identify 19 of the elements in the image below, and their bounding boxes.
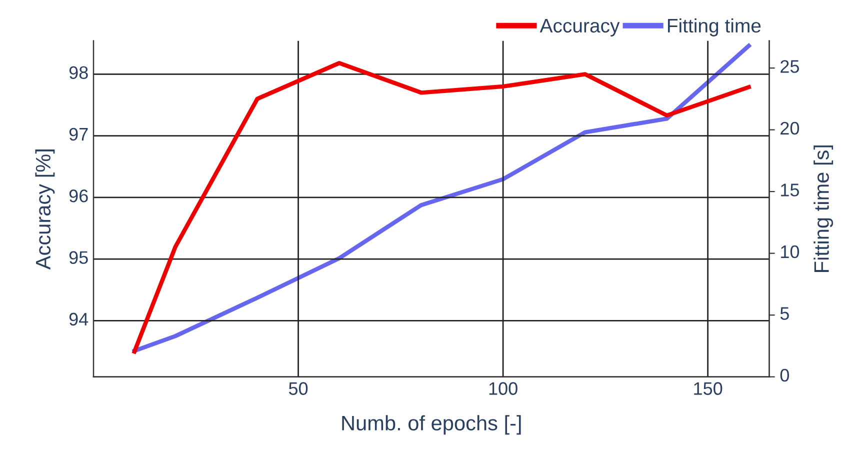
y2-tick-label: 0 xyxy=(780,368,789,382)
x-tick-label: 100 xyxy=(489,382,518,395)
y-axis-title: Accuracy [%] xyxy=(35,150,55,270)
x-tick-label: 50 xyxy=(288,382,308,395)
y2-tick-label: 10 xyxy=(781,245,800,258)
y2-tick-label: 25 xyxy=(780,60,799,73)
y2-axis-title: Fitting time [s] xyxy=(814,145,834,272)
y-tick-label: 95 xyxy=(69,251,88,264)
y-tick-label: 97 xyxy=(69,128,88,141)
y-tick-label: 94 xyxy=(69,312,88,326)
y2-tick-label: 15 xyxy=(781,184,799,196)
y-tick-label: 96 xyxy=(69,189,88,202)
x-tick-label: 150 xyxy=(694,382,722,395)
y2-tick-label: 5 xyxy=(780,307,789,320)
legend-label: Fitting time xyxy=(668,18,761,36)
y2-tick-label: 20 xyxy=(780,122,800,135)
y-tick-label: 98 xyxy=(69,66,88,79)
legend-label: Accuracy xyxy=(540,19,620,36)
x-axis-title: Numb. of epochs [-] xyxy=(342,415,521,435)
